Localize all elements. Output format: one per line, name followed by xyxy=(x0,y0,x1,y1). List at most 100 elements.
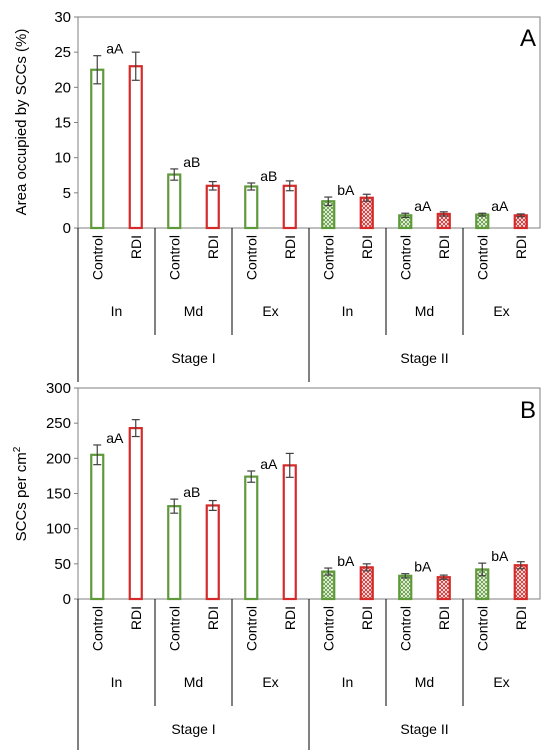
category-label-control: Control xyxy=(320,235,336,280)
category-label-rdi: RDI xyxy=(282,606,298,630)
category-label-control: Control xyxy=(89,606,105,651)
y-tick-label: 20 xyxy=(54,79,71,96)
stage-label: Stage II xyxy=(400,350,448,366)
category-axis: Control RDI Control RDI Control RDI Control RDI… xyxy=(77,228,529,382)
panel-a: A Area occupied by SCCs (%) 0 5 10 15 20 25 30… xyxy=(13,9,541,382)
stage-label: Stage I xyxy=(171,350,215,366)
y-axis: 0 5 10 15 20 25 30 xyxy=(54,9,78,237)
category-label-control: Control xyxy=(474,235,490,280)
stage-label: Stage I xyxy=(171,721,215,737)
bar-rdi xyxy=(513,564,528,601)
bar-rdi xyxy=(128,426,143,601)
y-tick-label: 300 xyxy=(46,380,71,397)
bar-control xyxy=(167,173,182,230)
bar-control xyxy=(244,475,259,601)
category-axis: Control RDI Control RDI Control RDI Control RDI… xyxy=(77,599,529,750)
category-label-rdi: RDI xyxy=(359,235,375,259)
bar-rdi xyxy=(359,196,374,230)
bar-rdi xyxy=(128,65,143,230)
category-label-control: Control xyxy=(397,235,413,280)
category-label-rdi: RDI xyxy=(513,606,529,630)
category-label-rdi: RDI xyxy=(436,235,452,259)
significance-label: bA xyxy=(337,553,355,569)
category-label-control: Control xyxy=(474,606,490,651)
bar-rdi xyxy=(205,504,220,601)
category-label-rdi: RDI xyxy=(128,235,144,259)
significance-label: aB xyxy=(183,484,200,500)
y-tick-label: 10 xyxy=(54,150,71,167)
bar-control xyxy=(167,505,182,601)
y-tick-label: 100 xyxy=(46,521,71,538)
y-tick-label: 30 xyxy=(54,9,71,26)
position-label: Md xyxy=(415,303,434,319)
y-tick-label: 0 xyxy=(63,591,71,608)
significance-label: aA xyxy=(260,456,278,472)
y-tick-label: 15 xyxy=(54,115,71,132)
significance-label: aA xyxy=(106,41,124,57)
y-axis-title-superscript: 2 xyxy=(12,446,23,452)
category-label-control: Control xyxy=(166,235,182,280)
y-tick-label: 50 xyxy=(54,556,71,573)
y-tick-label: 5 xyxy=(63,185,71,202)
position-label: In xyxy=(111,303,123,319)
category-label-control: Control xyxy=(89,235,105,280)
bar-control xyxy=(244,185,259,230)
bar-rdi xyxy=(205,184,220,230)
position-label: In xyxy=(342,674,354,690)
significance-label: aA xyxy=(491,198,509,214)
bars: aA aB aA bA bA bA xyxy=(90,419,528,601)
category-label-rdi: RDI xyxy=(513,235,529,259)
bar-control xyxy=(90,68,105,230)
significance-label: aA xyxy=(106,430,124,446)
position-label: Ex xyxy=(262,303,278,319)
position-label: Ex xyxy=(493,303,509,319)
category-label-rdi: RDI xyxy=(205,606,221,630)
y-axis-title: Area occupied by SCCs (%) xyxy=(13,29,30,216)
position-label: Ex xyxy=(262,674,278,690)
panel-label: B xyxy=(520,397,536,424)
y-tick-label: 250 xyxy=(46,415,71,432)
category-label-rdi: RDI xyxy=(128,606,144,630)
significance-label: aB xyxy=(260,168,277,184)
significance-label: bA xyxy=(414,559,432,575)
category-label-rdi: RDI xyxy=(282,235,298,259)
bar-rdi xyxy=(282,184,297,230)
bar-rdi xyxy=(359,566,374,601)
plot-area-border xyxy=(77,387,541,600)
category-label-control: Control xyxy=(243,606,259,651)
bar-control xyxy=(398,574,413,601)
y-tick-label: 25 xyxy=(54,44,71,61)
position-label: Ex xyxy=(493,674,509,690)
significance-label: aA xyxy=(414,198,432,214)
bar-rdi xyxy=(282,464,297,601)
position-label: Md xyxy=(415,674,434,690)
position-label: Md xyxy=(184,674,203,690)
y-tick-label: 200 xyxy=(46,450,71,467)
category-label-rdi: RDI xyxy=(205,235,221,259)
y-axis: 0 50 100 150 200 250 300 xyxy=(46,380,78,608)
significance-label: aB xyxy=(183,154,200,170)
y-tick-label: 0 xyxy=(63,220,71,237)
bars: aA aB aB bA aA aA xyxy=(90,41,528,230)
position-label: In xyxy=(342,303,354,319)
category-label-control: Control xyxy=(397,606,413,651)
category-label-control: Control xyxy=(166,606,182,651)
significance-label: bA xyxy=(491,548,509,564)
bar-rdi xyxy=(436,576,451,601)
position-label: Md xyxy=(184,303,203,319)
y-axis-title: SCCs per cm2 xyxy=(12,446,30,541)
category-label-rdi: RDI xyxy=(359,606,375,630)
category-label-control: Control xyxy=(243,235,259,280)
stage-label: Stage II xyxy=(400,721,448,737)
significance-label: bA xyxy=(337,182,355,198)
position-label: In xyxy=(111,674,123,690)
y-axis-title-text: SCCs per cm xyxy=(13,452,30,541)
bar-control xyxy=(90,453,105,601)
y-tick-label: 150 xyxy=(46,486,71,503)
plot-area-border xyxy=(77,16,541,229)
category-label-control: Control xyxy=(320,606,336,651)
panel-label: A xyxy=(520,25,536,52)
category-label-rdi: RDI xyxy=(436,606,452,630)
